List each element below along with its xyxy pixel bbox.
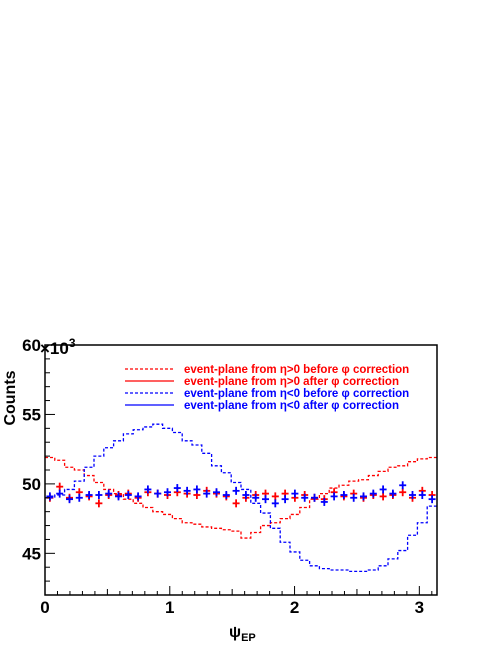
series-3-point (320, 497, 328, 506)
series-3-point (291, 489, 299, 498)
series-3-point (173, 484, 181, 493)
series-3-point (66, 495, 73, 504)
series-3-point (369, 489, 377, 498)
series-3-point (409, 491, 416, 499)
series-3-point (350, 493, 358, 502)
series-3-point (95, 491, 103, 499)
series-1-point (95, 499, 103, 508)
series-3-point (193, 485, 201, 494)
x-tick-label: 3 (415, 598, 424, 617)
series-3-point (124, 491, 132, 499)
series-3-point (242, 491, 250, 499)
series-3-point (222, 491, 230, 499)
y-multiplier-exponent: 3 (69, 336, 76, 350)
series-3-point (164, 488, 171, 497)
series-3-point (330, 492, 338, 501)
series-3-point (46, 492, 54, 501)
x-tick-label: 2 (290, 598, 299, 617)
series-3-point (56, 489, 64, 498)
series-3-point (213, 488, 220, 497)
series-3-point (85, 491, 93, 499)
series-3-point (203, 489, 211, 498)
series-3-point (301, 493, 309, 502)
series-1-point (232, 499, 240, 508)
series-3-point (311, 493, 318, 502)
x-axis-title: ψEP (229, 624, 256, 644)
y-tick-label: 55 (22, 405, 41, 424)
legend-label: event-plane from η>0 before φ correction (184, 364, 409, 376)
series-3-point (428, 495, 436, 504)
x-tick-label: 1 (165, 598, 174, 617)
legend-label: event-plane from η<0 after φ correction (184, 400, 399, 412)
x-axis-title-main: ψ (229, 624, 241, 641)
series-3-point (75, 493, 83, 502)
legend-label: event-plane from η<0 before φ correction (184, 388, 409, 400)
y-multiplier: ×103 (40, 336, 76, 358)
series-3-point (340, 491, 348, 499)
series-3-point (134, 492, 142, 501)
series-3-point (252, 493, 260, 502)
series-3-point (232, 486, 240, 495)
ticks-layer: 0 1 2 3 45 50 55 60 (22, 336, 433, 617)
series-3-point (144, 485, 152, 494)
series-3-point (379, 485, 387, 494)
series-1-point (56, 482, 64, 491)
y-tick-label: 45 (22, 544, 41, 563)
x-axis-title-sub: EP (241, 632, 256, 644)
series-line-0 (45, 456, 437, 539)
series-line-2 (45, 423, 437, 573)
series-3-point (183, 486, 191, 495)
series-3-point (115, 492, 122, 501)
series-1-point (379, 492, 387, 501)
legend: event-plane from η>0 before φ correction… (125, 364, 409, 412)
y-axis-title: Counts (2, 370, 19, 425)
y-multiplier-base: ×10 (40, 339, 69, 358)
series-3-point (262, 495, 269, 504)
series-3-point (154, 489, 162, 498)
x-tick-label: 0 (40, 598, 49, 617)
y-tick-label: 50 (22, 475, 41, 494)
series-3-point (281, 495, 289, 504)
series-3-point (271, 499, 279, 508)
series-3-point (418, 491, 426, 499)
legend-label: event-plane from η>0 after φ correction (184, 376, 399, 388)
series-3-point (399, 481, 407, 490)
series-1-point (399, 488, 407, 497)
series-1-point (271, 492, 279, 501)
data-layer (45, 423, 437, 573)
series-3-point (389, 489, 397, 498)
series-3-point (360, 492, 367, 501)
series-3-point (105, 489, 113, 498)
y-tick-label: 60 (22, 336, 41, 355)
